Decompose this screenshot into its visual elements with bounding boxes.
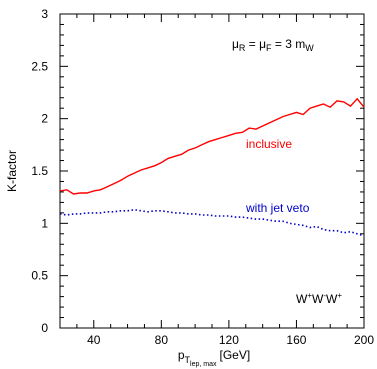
scale-annotation: μR = μF = 3 mW	[232, 37, 314, 53]
x-tick-label: 80	[155, 333, 169, 347]
x-axis-label: pTlep, max[GeV]	[178, 348, 250, 368]
legend-label-inclusive: inclusive	[246, 137, 292, 151]
y-tick-label: 1	[41, 216, 48, 230]
y-tick-label: 2	[41, 112, 48, 126]
process-annotation: W+W-W+	[296, 291, 342, 306]
y-tick-label: 2.5	[31, 59, 48, 73]
x-tick-label: 40	[87, 333, 101, 347]
x-tick-label: 160	[286, 333, 306, 347]
x-axis: 40 80 120 160 200	[59, 14, 374, 347]
x-axis-label-subscript: T	[185, 355, 191, 365]
y-tick-label: 3	[41, 7, 48, 21]
x-axis-label-symbol: p	[178, 348, 185, 362]
y-tick-label: 1.5	[31, 164, 48, 178]
series-layer	[59, 97, 365, 237]
x-tick-label: 120	[219, 333, 239, 347]
y-tick-label: 0.5	[31, 269, 48, 283]
series-line-0	[59, 97, 365, 195]
legend-label-jet-veto: with jet veto	[245, 201, 310, 215]
y-axis-label: K-factor	[5, 150, 19, 192]
y-axis: 0 0.5 1 1.5 2 2.5 3	[31, 7, 364, 335]
x-axis-label-units: [GeV]	[219, 348, 250, 362]
series-line-1	[59, 208, 365, 237]
y-tick-label: 0	[41, 321, 48, 335]
x-tick-label: 200	[354, 333, 374, 347]
plot-frame	[59, 13, 365, 329]
x-axis-label-subsubscript: lep, max	[190, 361, 217, 368]
